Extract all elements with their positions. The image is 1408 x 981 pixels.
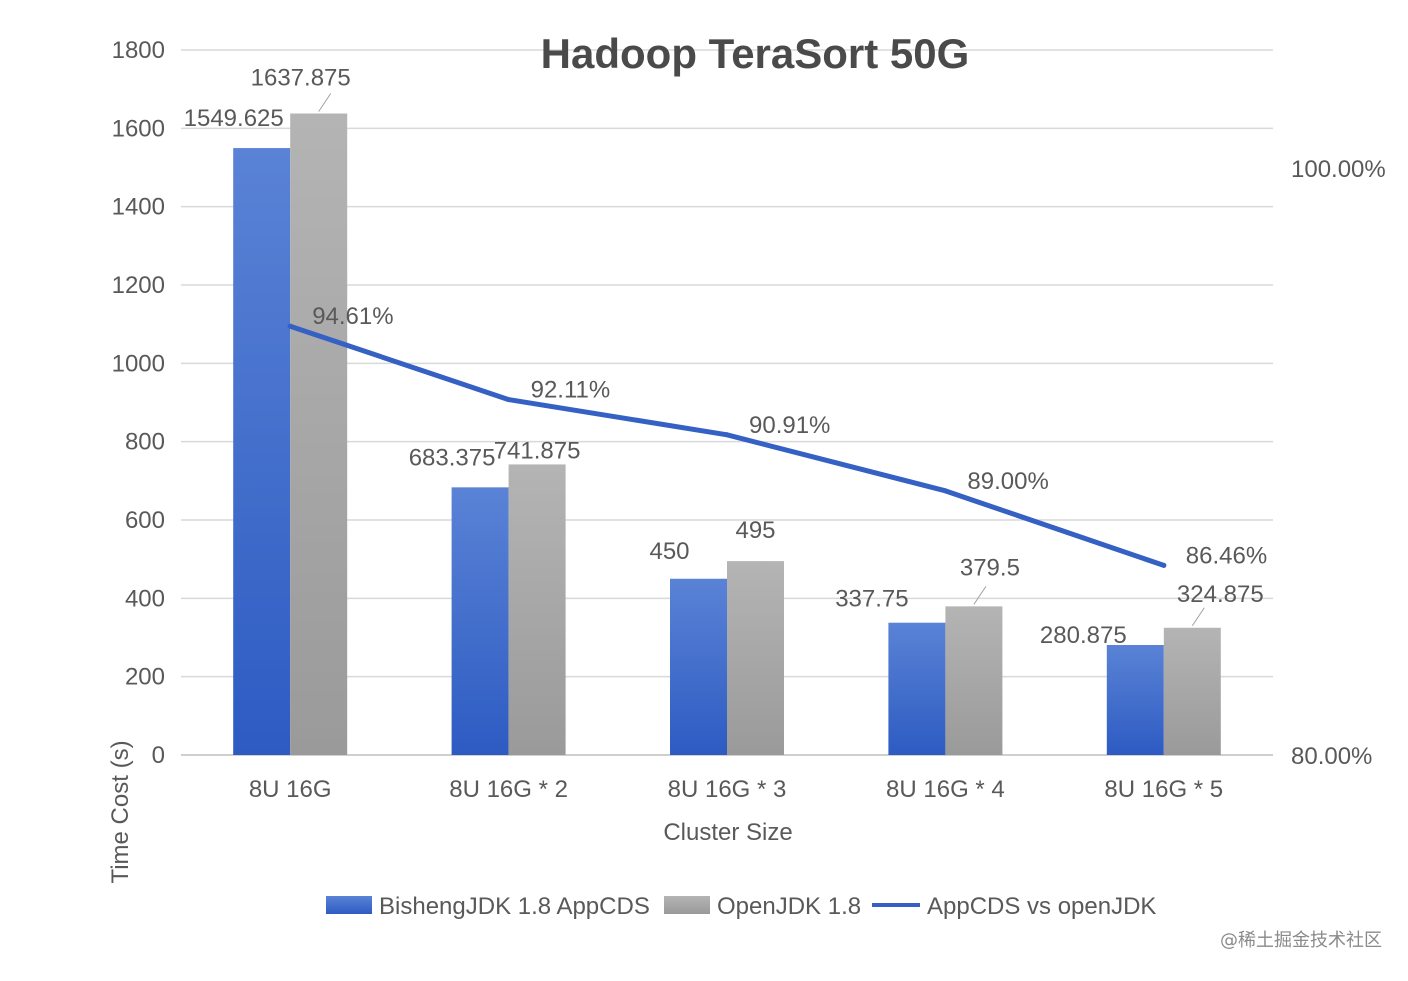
chart-title: Hadoop TeraSort 50G — [541, 30, 970, 77]
gridlines — [181, 49, 1273, 756]
data-label-bisheng: 337.75 — [835, 586, 908, 613]
data-label-bisheng: 1549.625 — [184, 105, 284, 132]
data-label-bisheng: 280.875 — [1040, 622, 1127, 649]
x-tick-label: 8U 16G * 3 — [668, 776, 787, 803]
x-axis-label: Cluster Size — [663, 819, 792, 846]
y-tick-label: 1000 — [112, 350, 165, 377]
data-label-ratio: 86.46% — [1186, 542, 1267, 569]
data-label-ratio: 92.11% — [531, 377, 611, 404]
y-tick-label: 1800 — [112, 37, 165, 64]
y2-axis-ticks: 80.00% 100.00% — [1291, 156, 1386, 770]
bar-bisheng — [888, 622, 946, 755]
y-tick-label: 1200 — [112, 272, 165, 299]
data-label-openjdk: 495 — [735, 517, 775, 544]
y-tick-label: 600 — [125, 507, 165, 534]
x-axis-ticks: 8U 16G 8U 16G * 2 8U 16G * 3 8U 16G * 4 8U 1… — [249, 776, 1223, 803]
y-axis-label: Time Cost (s) — [107, 740, 134, 883]
data-label-ratio: 90.91% — [749, 412, 830, 439]
legend-label-openjdk: OpenJDK 1.8 — [717, 893, 861, 920]
data-label-openjdk: 379.5 — [960, 554, 1020, 581]
ratio-line-group — [287, 323, 1167, 568]
y-axis-ticks: 0 200 400 600 800 1000 1200 1400 1600 1800 — [112, 37, 165, 769]
leader-line — [973, 586, 987, 605]
bar-openjdk — [727, 561, 784, 755]
data-label-openjdk: 324.875 — [1177, 581, 1264, 608]
bar-bisheng — [670, 578, 727, 755]
ratio-point — [724, 432, 730, 438]
bar-bisheng — [1106, 644, 1164, 755]
y-tick-label: 800 — [125, 429, 165, 456]
bar-bisheng — [451, 487, 509, 755]
bar-bisheng — [233, 148, 291, 755]
x-tick-label: 8U 16G * 5 — [1104, 776, 1223, 803]
ratio-point — [1161, 562, 1167, 568]
legend-swatch-openjdk — [664, 896, 710, 914]
data-labels: 1549.625 683.375 450 337.75 280.875 1637.875 7… — [184, 64, 1268, 648]
y-tick-label: 400 — [125, 585, 165, 612]
data-label-ratio: 94.61% — [312, 303, 393, 330]
ratio-point — [287, 323, 293, 329]
bar-openjdk — [290, 113, 348, 755]
leader-line — [318, 93, 332, 112]
x-tick-label: 8U 16G — [249, 776, 332, 803]
legend-label-ratio: AppCDS vs openJDK — [927, 893, 1156, 920]
x-tick-label: 8U 16G * 4 — [886, 776, 1005, 803]
y2-tick-label: 100.00% — [1291, 156, 1386, 183]
y2-tick-label: 80.00% — [1291, 743, 1372, 770]
y-tick-label: 0 — [152, 742, 165, 769]
legend-label-bisheng: BishengJDK 1.8 AppCDS — [379, 893, 650, 920]
legend-swatch-bisheng — [326, 896, 372, 914]
data-label-openjdk: 741.875 — [494, 437, 581, 464]
y-tick-label: 1600 — [112, 115, 165, 142]
data-label-ratio: 89.00% — [967, 468, 1048, 495]
bar-openjdk — [508, 464, 566, 755]
bars — [233, 113, 1221, 755]
legend: BishengJDK 1.8 AppCDS OpenJDK 1.8 AppCDS… — [326, 893, 1156, 920]
data-label-bisheng: 683.375 — [409, 444, 496, 471]
data-label-openjdk: 1637.875 — [251, 64, 351, 91]
bar-openjdk — [1163, 627, 1221, 755]
bar-openjdk — [945, 606, 1003, 755]
ratio-point — [942, 488, 948, 494]
data-label-bisheng: 450 — [649, 538, 689, 565]
y-tick-label: 1400 — [112, 194, 165, 221]
y-tick-label: 200 — [125, 664, 165, 691]
ratio-point — [506, 397, 512, 403]
x-tick-label: 8U 16G * 2 — [449, 776, 568, 803]
watermark: @稀土掘金技术社区 — [1220, 930, 1382, 951]
leader-line — [1191, 607, 1205, 627]
